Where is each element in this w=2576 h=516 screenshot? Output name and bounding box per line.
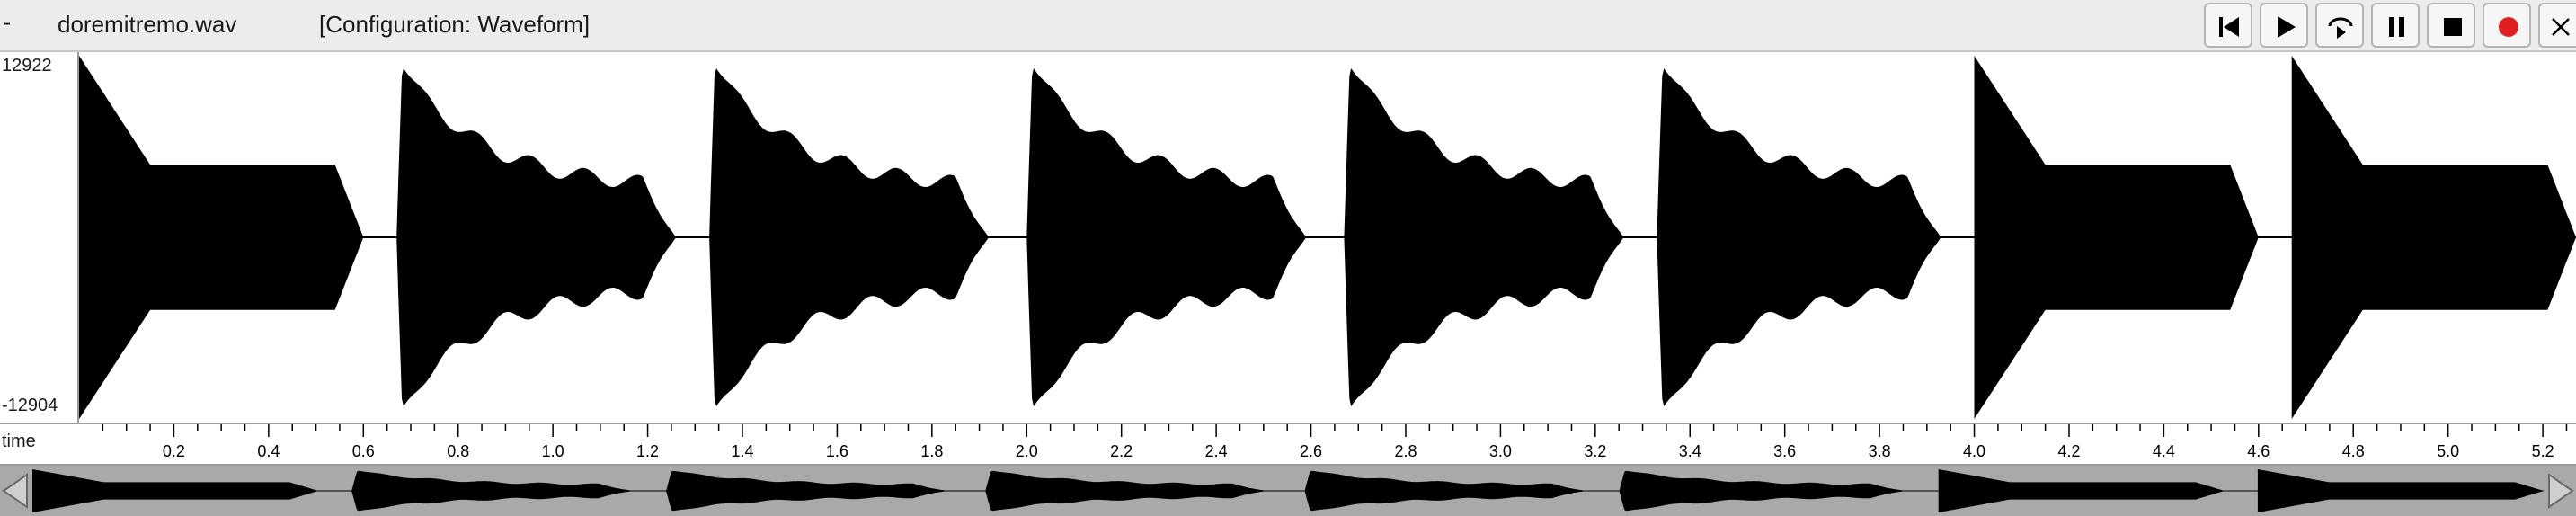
- waveform-note-3: [709, 68, 990, 406]
- waveform-note-5: [1344, 68, 1624, 406]
- overview-note-7: [1938, 469, 2225, 512]
- waveform-note-1: [79, 56, 364, 419]
- overview-note-6: [1619, 470, 1905, 512]
- overview-note-8: [2257, 469, 2544, 512]
- waveform-note-8: [2291, 56, 2576, 419]
- close-button[interactable]: [2538, 3, 2576, 48]
- time-tick-label: 0.4: [257, 442, 280, 460]
- window-menu-button[interactable]: -: [4, 11, 11, 35]
- title-bar: - doremitremo.wav [Configuration: Wavefo…: [0, 0, 2576, 52]
- time-tick-label: 2.4: [1205, 442, 1228, 460]
- time-tick-label: 3.2: [1584, 442, 1606, 460]
- loop-icon: [2328, 17, 2353, 39]
- time-tick-label: 4.0: [1963, 442, 1985, 460]
- overview-scrollbar[interactable]: [0, 466, 2576, 516]
- waveform-note-7: [1974, 56, 2259, 419]
- skip-back-icon: [2219, 17, 2239, 37]
- time-tick-label: 3.4: [1679, 442, 1701, 460]
- time-axis: time 0.2 0.4 0.6 0.8 1.0 1.2 1.4 1.6 1.8 2.0 2.2 2.…: [0, 423, 2576, 466]
- overview-note-1: [32, 469, 319, 512]
- overview-note-4: [985, 470, 1267, 512]
- pause-icon: [2389, 17, 2404, 37]
- file-name: doremitremo.wav: [58, 11, 237, 38]
- configuration-label: [Configuration: Waveform]: [319, 11, 591, 38]
- time-tick-label: 2.2: [1110, 442, 1133, 460]
- amplitude-axis: 12922 -12904: [0, 52, 79, 423]
- time-tick-label: 2.8: [1394, 442, 1417, 460]
- stop-icon: [2444, 18, 2462, 36]
- record-icon: [2499, 17, 2518, 37]
- play-button[interactable]: [2260, 3, 2308, 48]
- time-tick-label: 1.4: [731, 442, 753, 460]
- overview-note-3: [666, 470, 947, 512]
- waveform-plot[interactable]: [79, 52, 2576, 423]
- time-tick-label: 3.8: [1869, 442, 1891, 460]
- time-tick-label: 3.0: [1489, 442, 1512, 460]
- waveform-note-6: [1657, 68, 1941, 406]
- stop-button[interactable]: [2427, 3, 2475, 48]
- time-tick-label: 5.2: [2532, 442, 2554, 460]
- time-tick-label: 4.6: [2247, 442, 2270, 460]
- loop-play-button[interactable]: [2315, 3, 2364, 48]
- record-button[interactable]: [2483, 3, 2531, 48]
- waveform-note-4: [1026, 68, 1307, 406]
- overview-note-5: [1304, 470, 1586, 512]
- time-tick-label: 0.2: [163, 442, 185, 460]
- time-tick-label: 2.0: [1016, 442, 1038, 460]
- overview-note-2: [351, 470, 633, 512]
- time-tick-label: 0.8: [447, 442, 469, 460]
- time-tick-label: 4.4: [2153, 442, 2175, 460]
- overview-right-handle[interactable]: [2548, 473, 2574, 509]
- amplitude-min-label: -12904: [2, 396, 58, 415]
- time-tick-label: 2.6: [1300, 442, 1322, 460]
- time-tick-label: 0.6: [352, 442, 375, 460]
- time-tick-label: 1.0: [542, 442, 564, 460]
- time-tick-label: 5.0: [2437, 442, 2459, 460]
- pause-button[interactable]: [2371, 3, 2420, 48]
- amplitude-max-label: 12922: [2, 56, 52, 76]
- overview-waveform[interactable]: [0, 466, 2576, 516]
- time-ruler: 0.2 0.4 0.6 0.8 1.0 1.2 1.4 1.6 1.8 2.0 2.2 2.4 2.6 2…: [102, 424, 2568, 460]
- overview-left-handle[interactable]: [2, 473, 28, 509]
- play-icon: [2278, 16, 2296, 38]
- waveform-note-2: [396, 68, 677, 406]
- time-axis-caption: time: [2, 431, 36, 451]
- skip-to-start-button[interactable]: [2204, 3, 2252, 48]
- time-tick-label: 3.6: [1773, 442, 1796, 460]
- time-tick-label: 4.8: [2342, 442, 2365, 460]
- time-tick-label: 4.2: [2057, 442, 2080, 460]
- time-tick-label: 1.2: [636, 442, 659, 460]
- close-icon: [2552, 18, 2570, 36]
- time-tick-label: 1.6: [826, 442, 848, 460]
- time-tick-label: 1.8: [920, 442, 943, 460]
